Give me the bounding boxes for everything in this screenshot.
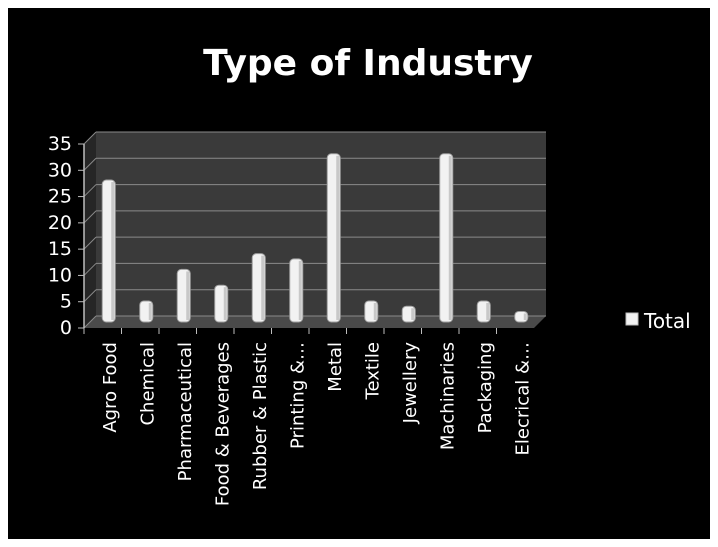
bar-shade-10 [486, 302, 490, 320]
x-tick-label: Pharmaceutical [175, 342, 196, 481]
y-tick-label: 5 [60, 291, 72, 313]
x-tick-label: Textile [362, 342, 383, 400]
bar-shade-6 [336, 155, 340, 320]
bar-shade-3 [223, 287, 227, 320]
x-tick-label: Elecrical &… [512, 342, 533, 455]
x-tick-label: Machinaries [437, 342, 458, 450]
plot-wall [96, 132, 546, 316]
legend: Total [625, 309, 691, 333]
x-tick-label: Chemical [137, 342, 158, 426]
y-tick-label: 25 [48, 186, 72, 208]
plot-side-wall [84, 132, 96, 328]
gridline-side [83, 236, 97, 250]
x-tick-label: Printing &… [287, 342, 308, 449]
x-tick-label: Jewellery [400, 342, 421, 425]
y-tick-label: 35 [48, 133, 72, 155]
bar-shade-8 [411, 308, 415, 320]
x-tick-label: Packaging [475, 342, 496, 433]
bar-shade-2 [186, 271, 190, 320]
legend-swatch [625, 312, 639, 326]
gridline-side [83, 131, 97, 145]
plot-floor [84, 316, 546, 328]
gridline-side [83, 184, 97, 197]
gridline-side [83, 315, 97, 329]
gridline-side [83, 210, 97, 224]
bar-shade-11 [523, 313, 527, 320]
bar-shade-7 [373, 302, 377, 320]
bar-shade-4 [261, 255, 265, 320]
gridline-side [83, 263, 97, 276]
chart-title: Type of Industry [203, 43, 533, 84]
bar-shade-5 [298, 260, 302, 320]
y-tick-label: 0 [60, 317, 72, 339]
plot-area: 0 5 10 15 20 25 30 35 Agro Food Chemical Pharmaceu… [48, 131, 546, 506]
bar-shade-1 [148, 302, 152, 320]
bar-shade-9 [448, 155, 452, 320]
x-tick-label: Agro Food [100, 342, 121, 433]
x-tick-label: Food & Beverages [212, 342, 233, 506]
y-tick-label: 10 [48, 264, 72, 286]
x-tick-label: Metal [325, 342, 346, 392]
gridline-side [83, 289, 97, 303]
y-tick-label: 20 [48, 212, 72, 234]
bar-shade-0 [111, 182, 115, 320]
y-tick-label: 15 [48, 238, 72, 260]
legend-label-total: Total [643, 309, 691, 333]
x-tick-label: Rubber & Plastic [250, 342, 271, 490]
y-tick-label: 30 [48, 159, 72, 181]
gridline-side [83, 157, 97, 171]
